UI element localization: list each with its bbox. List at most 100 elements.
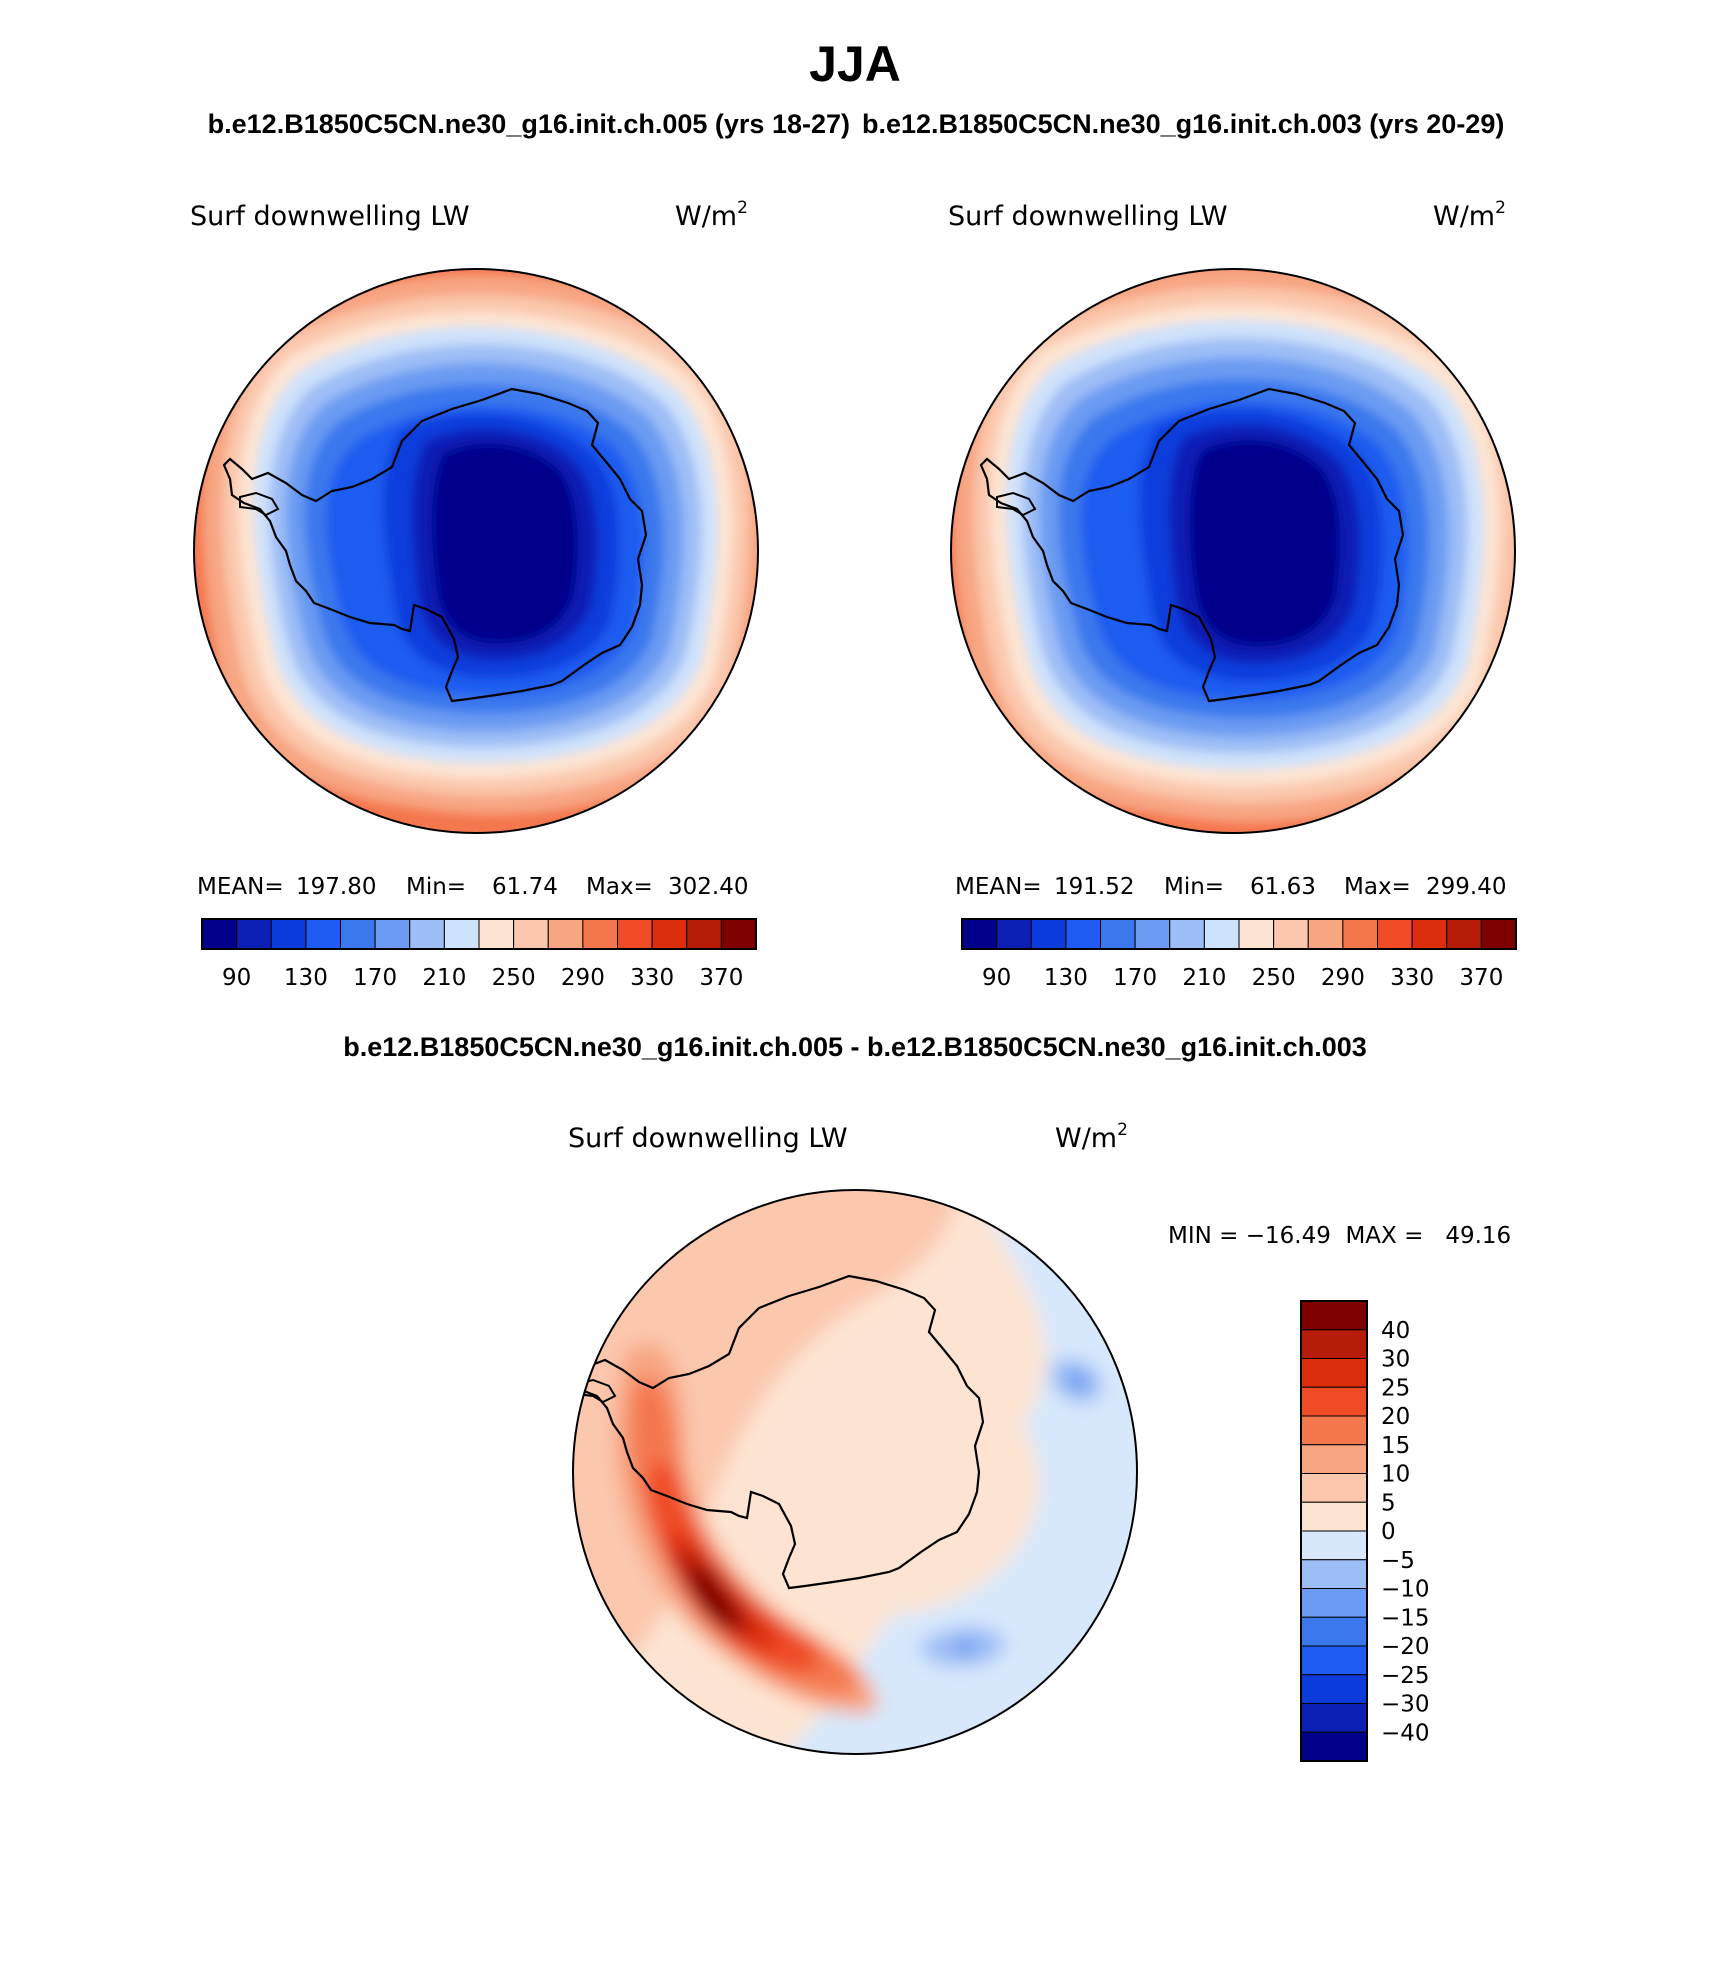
panel-b-map-border <box>950 268 1516 834</box>
panel-c-minmax: MIN = −16.49 MAX = 49.16 <box>1168 1223 1511 1249</box>
colorbar-tick-label: 370 <box>1459 965 1503 991</box>
colorbar-tick-label: 30 <box>1381 1347 1410 1373</box>
colorbar-swatch <box>1300 1473 1368 1503</box>
colorbar-tick-label: 25 <box>1381 1375 1410 1401</box>
colorbar-tick-label: 210 <box>422 965 466 991</box>
colorbar-swatch <box>1480 918 1517 950</box>
panel-b-mean-value: 191.52 <box>1054 874 1134 900</box>
panel-a-units: W/m2 <box>675 198 748 232</box>
panel-a-max-label: Max= <box>586 874 653 900</box>
colorbar-swatch <box>582 918 618 950</box>
colorbar-swatch <box>1300 1674 1368 1704</box>
colorbar-swatch <box>1169 918 1205 950</box>
colorbar-frame <box>1300 1300 1368 1762</box>
colorbar-tick-label: 330 <box>1390 965 1434 991</box>
panel-a-min-value: 61.74 <box>492 874 558 900</box>
colorbar-swatch <box>651 918 688 950</box>
panel-a-max-value: 302.40 <box>668 874 748 900</box>
colorbar-tick-label: 130 <box>284 965 328 991</box>
colorbar-frame <box>201 918 757 950</box>
colorbar-tick-label: 10 <box>1381 1462 1410 1488</box>
colorbar-swatch <box>1300 1415 1368 1446</box>
colorbar-swatch <box>1300 1300 1368 1331</box>
panel-a-map-border <box>193 268 759 834</box>
panel-c-map <box>572 1189 1138 1755</box>
colorbar-swatch <box>1446 918 1482 950</box>
colorbar-swatch <box>1307 918 1344 950</box>
panel-b-map <box>950 268 1516 834</box>
colorbar-swatch <box>409 918 445 950</box>
panel-a-units-base: W/m <box>675 201 737 232</box>
panel-b-min-label: Min= <box>1164 874 1224 900</box>
case-header-left: b.e12.B1850C5CN.ne30_g16.init.ch.005 (yr… <box>208 109 850 139</box>
panel-c-units-exp: 2 <box>1117 1120 1128 1140</box>
colorbar-tick-label: −15 <box>1381 1605 1430 1631</box>
colorbar-tick-label: 370 <box>699 965 743 991</box>
colorbar-tick-label: 5 <box>1381 1490 1396 1516</box>
colorbar-frame <box>961 918 1517 950</box>
colorbar-tick-label: −10 <box>1381 1577 1430 1603</box>
colorbar-tick-label: 0 <box>1381 1519 1396 1545</box>
colorbar-swatch <box>720 918 757 950</box>
panel-b-mean-label: MEAN= <box>955 874 1042 900</box>
colorbar-swatch <box>1300 1703 1368 1733</box>
colorbar-tick-label: 290 <box>561 965 605 991</box>
panel-a-mean-label: MEAN= <box>197 874 284 900</box>
colorbar-swatch <box>1300 1530 1368 1561</box>
colorbar-swatch <box>617 918 653 950</box>
colorbar-tick-label: 20 <box>1381 1404 1410 1430</box>
colorbar-swatch <box>686 918 722 950</box>
colorbar-tick-label: 250 <box>492 965 536 991</box>
colorbar-tick-label: 15 <box>1381 1433 1410 1459</box>
panel-a-min-label: Min= <box>406 874 466 900</box>
panel-b: Surf downwelling LW W/m2 MEAN= 191.52 Mi… <box>948 198 1517 991</box>
colorbar-tick-label: −5 <box>1381 1548 1415 1574</box>
panel-b-max-label: Max= <box>1344 874 1411 900</box>
colorbar-swatch <box>513 918 549 950</box>
colorbar-swatch <box>270 918 307 950</box>
panel-c-units-base: W/m <box>1055 1123 1117 1154</box>
colorbar-tick-label: 90 <box>222 965 251 991</box>
colorbar-swatch <box>374 918 411 950</box>
panel-c-units: W/m2 <box>1055 1120 1128 1154</box>
colorbar-swatch <box>1300 1588 1368 1618</box>
colorbar-tick-label: 130 <box>1044 965 1088 991</box>
diff-header: b.e12.B1850C5CN.ne30_g16.init.ch.005 - b… <box>343 1032 1367 1062</box>
colorbar-swatch <box>1300 1559 1368 1589</box>
panel-b-stats: MEAN= 191.52 Min= 61.63 Max= 299.40 <box>955 874 1506 900</box>
colorbar-tick-label: −40 <box>1381 1720 1430 1746</box>
colorbar-swatch <box>1300 1645 1368 1676</box>
colorbar-tick-label: 170 <box>1113 965 1157 991</box>
panel-b-units: W/m2 <box>1433 198 1506 232</box>
colorbar-swatch <box>443 918 480 950</box>
panel-a-mean-value: 197.80 <box>296 874 376 900</box>
panel-b-max-value: 299.40 <box>1426 874 1506 900</box>
colorbar-swatch <box>1300 1444 1368 1474</box>
colorbar-tick-label: 250 <box>1252 965 1296 991</box>
colorbar-tick-label: −25 <box>1381 1663 1430 1689</box>
colorbar-swatch <box>1377 918 1413 950</box>
colorbar-swatch <box>1300 1731 1368 1762</box>
colorbar-swatch <box>1100 918 1136 950</box>
colorbar-swatch <box>236 918 272 950</box>
colorbar-swatch <box>1300 1616 1368 1647</box>
colorbar-swatch <box>201 918 238 950</box>
panel-a: Surf downwelling LW W/m2 MEAN= 197.80 Mi… <box>190 198 759 991</box>
colorbar-swatch <box>1030 918 1067 950</box>
colorbar-swatch <box>1342 918 1378 950</box>
panel-a-title: Surf downwelling LW <box>190 201 470 232</box>
panel-b-min-value: 61.63 <box>1250 874 1316 900</box>
colorbar-tick-label: 40 <box>1381 1318 1410 1344</box>
colorbar-tick-label: −20 <box>1381 1634 1430 1660</box>
figure-title: JJA <box>809 36 901 92</box>
colorbar-swatch <box>1203 918 1240 950</box>
colorbar-swatch <box>1300 1358 1368 1388</box>
colorbar-swatch <box>1411 918 1448 950</box>
colorbar-tick-label: 290 <box>1321 965 1365 991</box>
panel-c-map-border <box>572 1189 1138 1755</box>
colorbar-swatch <box>305 918 341 950</box>
case-header-right: b.e12.B1850C5CN.ne30_g16.init.ch.003 (yr… <box>862 109 1504 139</box>
panel-c-title: Surf downwelling LW <box>568 1123 848 1154</box>
